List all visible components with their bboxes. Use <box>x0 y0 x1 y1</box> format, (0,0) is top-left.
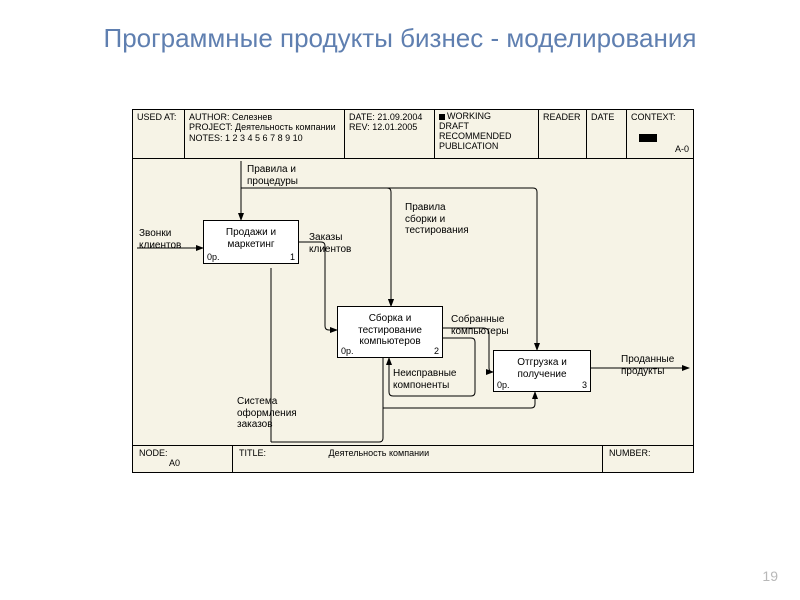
box-index-right: 3 <box>582 380 587 390</box>
idef0-arrow-label: Заказыклиентов <box>309 232 351 255</box>
box-index-left: 0р. <box>497 380 510 390</box>
hdr-used-at: USED AT: <box>133 110 185 158</box>
hdr-context-code: A-0 <box>631 144 689 154</box>
hdr-date: 21.09.2004 <box>377 112 422 122</box>
ftr-title-val: Деятельность компании <box>329 448 430 458</box>
hdr-author: Селезнев <box>232 112 272 122</box>
ftr-node-val: A0 <box>169 458 180 468</box>
ftr-node: NODE: A0 <box>133 446 233 472</box>
hdr-context-lbl: CONTEXT: <box>631 112 689 122</box>
hdr-status-block: WORKING DRAFT RECOMMENDED PUBLICATION <box>435 110 539 158</box>
hdr-rev-lbl: REV: <box>349 122 370 132</box>
context-box-icon <box>639 134 657 142</box>
idef0-arrow-label: Системаоформлениязаказов <box>237 396 297 431</box>
ftr-title-lbl: TITLE: <box>239 448 266 458</box>
hdr-date-lbl: DATE: <box>349 112 375 122</box>
hdr-rev: 12.01.2005 <box>372 122 417 132</box>
hdr-context: CONTEXT: A-0 <box>627 110 693 158</box>
idef0-frame: USED AT: AUTHOR: Селезнев PROJECT: Деяте… <box>132 109 694 473</box>
idef0-box-label: Продажи имаркетинг <box>208 227 294 250</box>
idef0-arrow-label: Неисправныекомпоненты <box>393 368 457 391</box>
hdr-notes: 1 2 3 4 5 6 7 8 9 10 <box>225 133 303 143</box>
idef0-box-b1: Продажи имаркетинг 0р. 1 <box>203 220 299 264</box>
ftr-node-lbl: NODE: <box>139 448 168 458</box>
status-mark-icon <box>439 114 445 120</box>
ftr-title: TITLE: Деятельность компании <box>233 446 603 472</box>
idef0-box-b2: Сборка итестированиекомпьютеров0р. 2 <box>337 306 443 358</box>
hdr-date-block: DATE: 21.09.2004 REV: 12.01.2005 <box>345 110 435 158</box>
box-index-right: 1 <box>290 252 295 262</box>
hdr-reader: READER <box>539 110 587 158</box>
idef0-canvas: Продажи имаркетинг 0р. 1 Сборка итестирован… <box>133 158 693 446</box>
idef0-arrow-label: Правиласборки итестирования <box>405 202 469 237</box>
idef0-arrow-label: Звонкиклиентов <box>139 228 181 251</box>
idef0-arrow-label: Собранныекомпьютеры <box>451 314 509 337</box>
idef0-header: USED AT: AUTHOR: Селезнев PROJECT: Деяте… <box>133 110 693 159</box>
status-publication: PUBLICATION <box>439 142 534 152</box>
idef0-arrow-label: Правила ипроцедуры <box>247 164 298 187</box>
idef0-box-label: Отгрузка иполучение <box>498 357 586 380</box>
idef0-box-b3: Отгрузка иполучение0р. 3 <box>493 350 591 392</box>
idef0-footer: NODE: A0 TITLE: Деятельность компании NU… <box>133 445 693 472</box>
page-number: 19 <box>762 568 778 584</box>
idef0-arrow-label: Проданныепродукты <box>621 354 674 377</box>
box-index-left: 0р. <box>341 346 354 356</box>
hdr-notes-lbl: NOTES: <box>189 133 223 143</box>
hdr-author-block: AUTHOR: Селезнев PROJECT: Деятельность к… <box>185 110 345 158</box>
hdr-project-lbl: PROJECT: <box>189 122 233 132</box>
status-working: WORKING <box>447 111 491 121</box>
box-index-left: 0р. <box>207 252 220 262</box>
idef0-box-label: Сборка итестированиекомпьютеров <box>342 313 438 348</box>
ftr-number: NUMBER: <box>603 446 693 472</box>
slide-title: Программные продукты бизнес - моделирова… <box>0 0 800 55</box>
hdr-rdate: DATE <box>587 110 627 158</box>
hdr-project: Деятельность компании <box>235 122 336 132</box>
box-index-right: 2 <box>434 346 439 356</box>
idef0-arrow <box>299 242 337 330</box>
hdr-author-lbl: AUTHOR: <box>189 112 230 122</box>
